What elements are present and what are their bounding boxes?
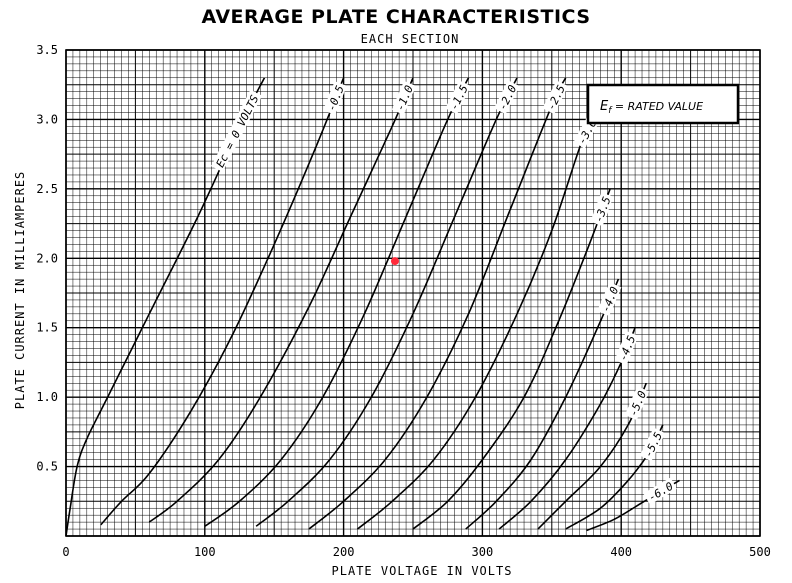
- curve-label: -2.0: [494, 80, 520, 115]
- curve-label-bg: [445, 80, 472, 115]
- curve-label-bg: [494, 80, 520, 115]
- x-tick-label: 400: [610, 545, 632, 559]
- annotation-rest: = RATED VALUE: [611, 100, 703, 113]
- curve-label-bg: [643, 477, 678, 505]
- curve-label-bg: [542, 80, 569, 115]
- curve-label: -4.0: [597, 282, 622, 317]
- highlight-marker: [390, 257, 399, 266]
- curve-label-bg: [211, 89, 263, 173]
- y-tick-label: 0.5: [36, 460, 58, 474]
- curve: [255, 77, 518, 527]
- curve-label-bg: [597, 282, 622, 317]
- annotation-symbol: E: [600, 99, 609, 114]
- curve-label-text: -5.5: [642, 430, 665, 460]
- chart-title: AVERAGE PLATE CHARACTERISTICS: [201, 6, 591, 28]
- curve-label-bg: [614, 331, 639, 365]
- rated-value-box: Ef = RATED VALUE: [586, 83, 740, 125]
- curve: [100, 77, 345, 526]
- curve: [308, 77, 567, 530]
- curve-label-bg: [639, 427, 666, 462]
- plot-frame: [65, 49, 761, 537]
- curve: [465, 278, 620, 530]
- x-tick-label: 500: [749, 545, 771, 559]
- curve-label-text: -4.0: [599, 284, 622, 314]
- curve-label: -1.5: [445, 80, 472, 115]
- curve: [204, 77, 470, 527]
- y-tick-label: 1.5: [36, 321, 58, 335]
- curve-label-bg: [624, 386, 650, 421]
- chart-subtitle: EACH SECTION: [360, 32, 460, 46]
- curve-label: -5.5: [639, 427, 666, 462]
- curve: [412, 188, 611, 530]
- curve-label-text: -1.5: [447, 83, 470, 113]
- curves: [65, 77, 680, 537]
- grid: [65, 49, 761, 537]
- y-tick-label: 2.5: [36, 182, 58, 196]
- curve-label-text: -2.0: [496, 83, 520, 113]
- axis-ticks: 0 100 200 300 400 500 0.5 1.0 1.5 2.0 2.5 3.0 3.5: [36, 43, 771, 559]
- curve-label: -2.5: [542, 80, 569, 115]
- curve-label-text: -2.5: [545, 83, 568, 113]
- y-tick-label: 2.0: [36, 251, 58, 265]
- curve-label-text: Ec = 0 VOLTS: [214, 93, 262, 170]
- svg-text:Ef = RATED VALUE: Ef = RATED VALUE: [600, 99, 703, 116]
- x-tick-label: 200: [333, 545, 355, 559]
- curve-label: -5.0: [624, 386, 650, 421]
- annotation-subscript: f: [608, 106, 613, 116]
- curve: [356, 112, 599, 530]
- curve-label: -4.5: [614, 331, 639, 365]
- y-tick-label: 3.5: [36, 43, 58, 57]
- curve: [148, 77, 414, 523]
- y-tick-label: 3.0: [36, 112, 58, 126]
- curve-label-bg: [323, 81, 347, 115]
- y-tick-label: 1.0: [36, 390, 58, 404]
- curve-label-bg: [391, 80, 417, 115]
- curve-label-bg: [590, 192, 614, 227]
- curve-label-text: -5.0: [627, 389, 650, 419]
- x-tick-label: 0: [62, 545, 69, 559]
- x-tick-label: 300: [472, 545, 494, 559]
- y-axis-label: PLATE CURRENT IN MILLIAMPERES: [13, 171, 27, 410]
- x-axis-label: PLATE VOLTAGE IN VOLTS: [332, 564, 513, 578]
- curve-label: Ec = 0 VOLTS: [211, 89, 263, 173]
- x-tick-label: 100: [194, 545, 216, 559]
